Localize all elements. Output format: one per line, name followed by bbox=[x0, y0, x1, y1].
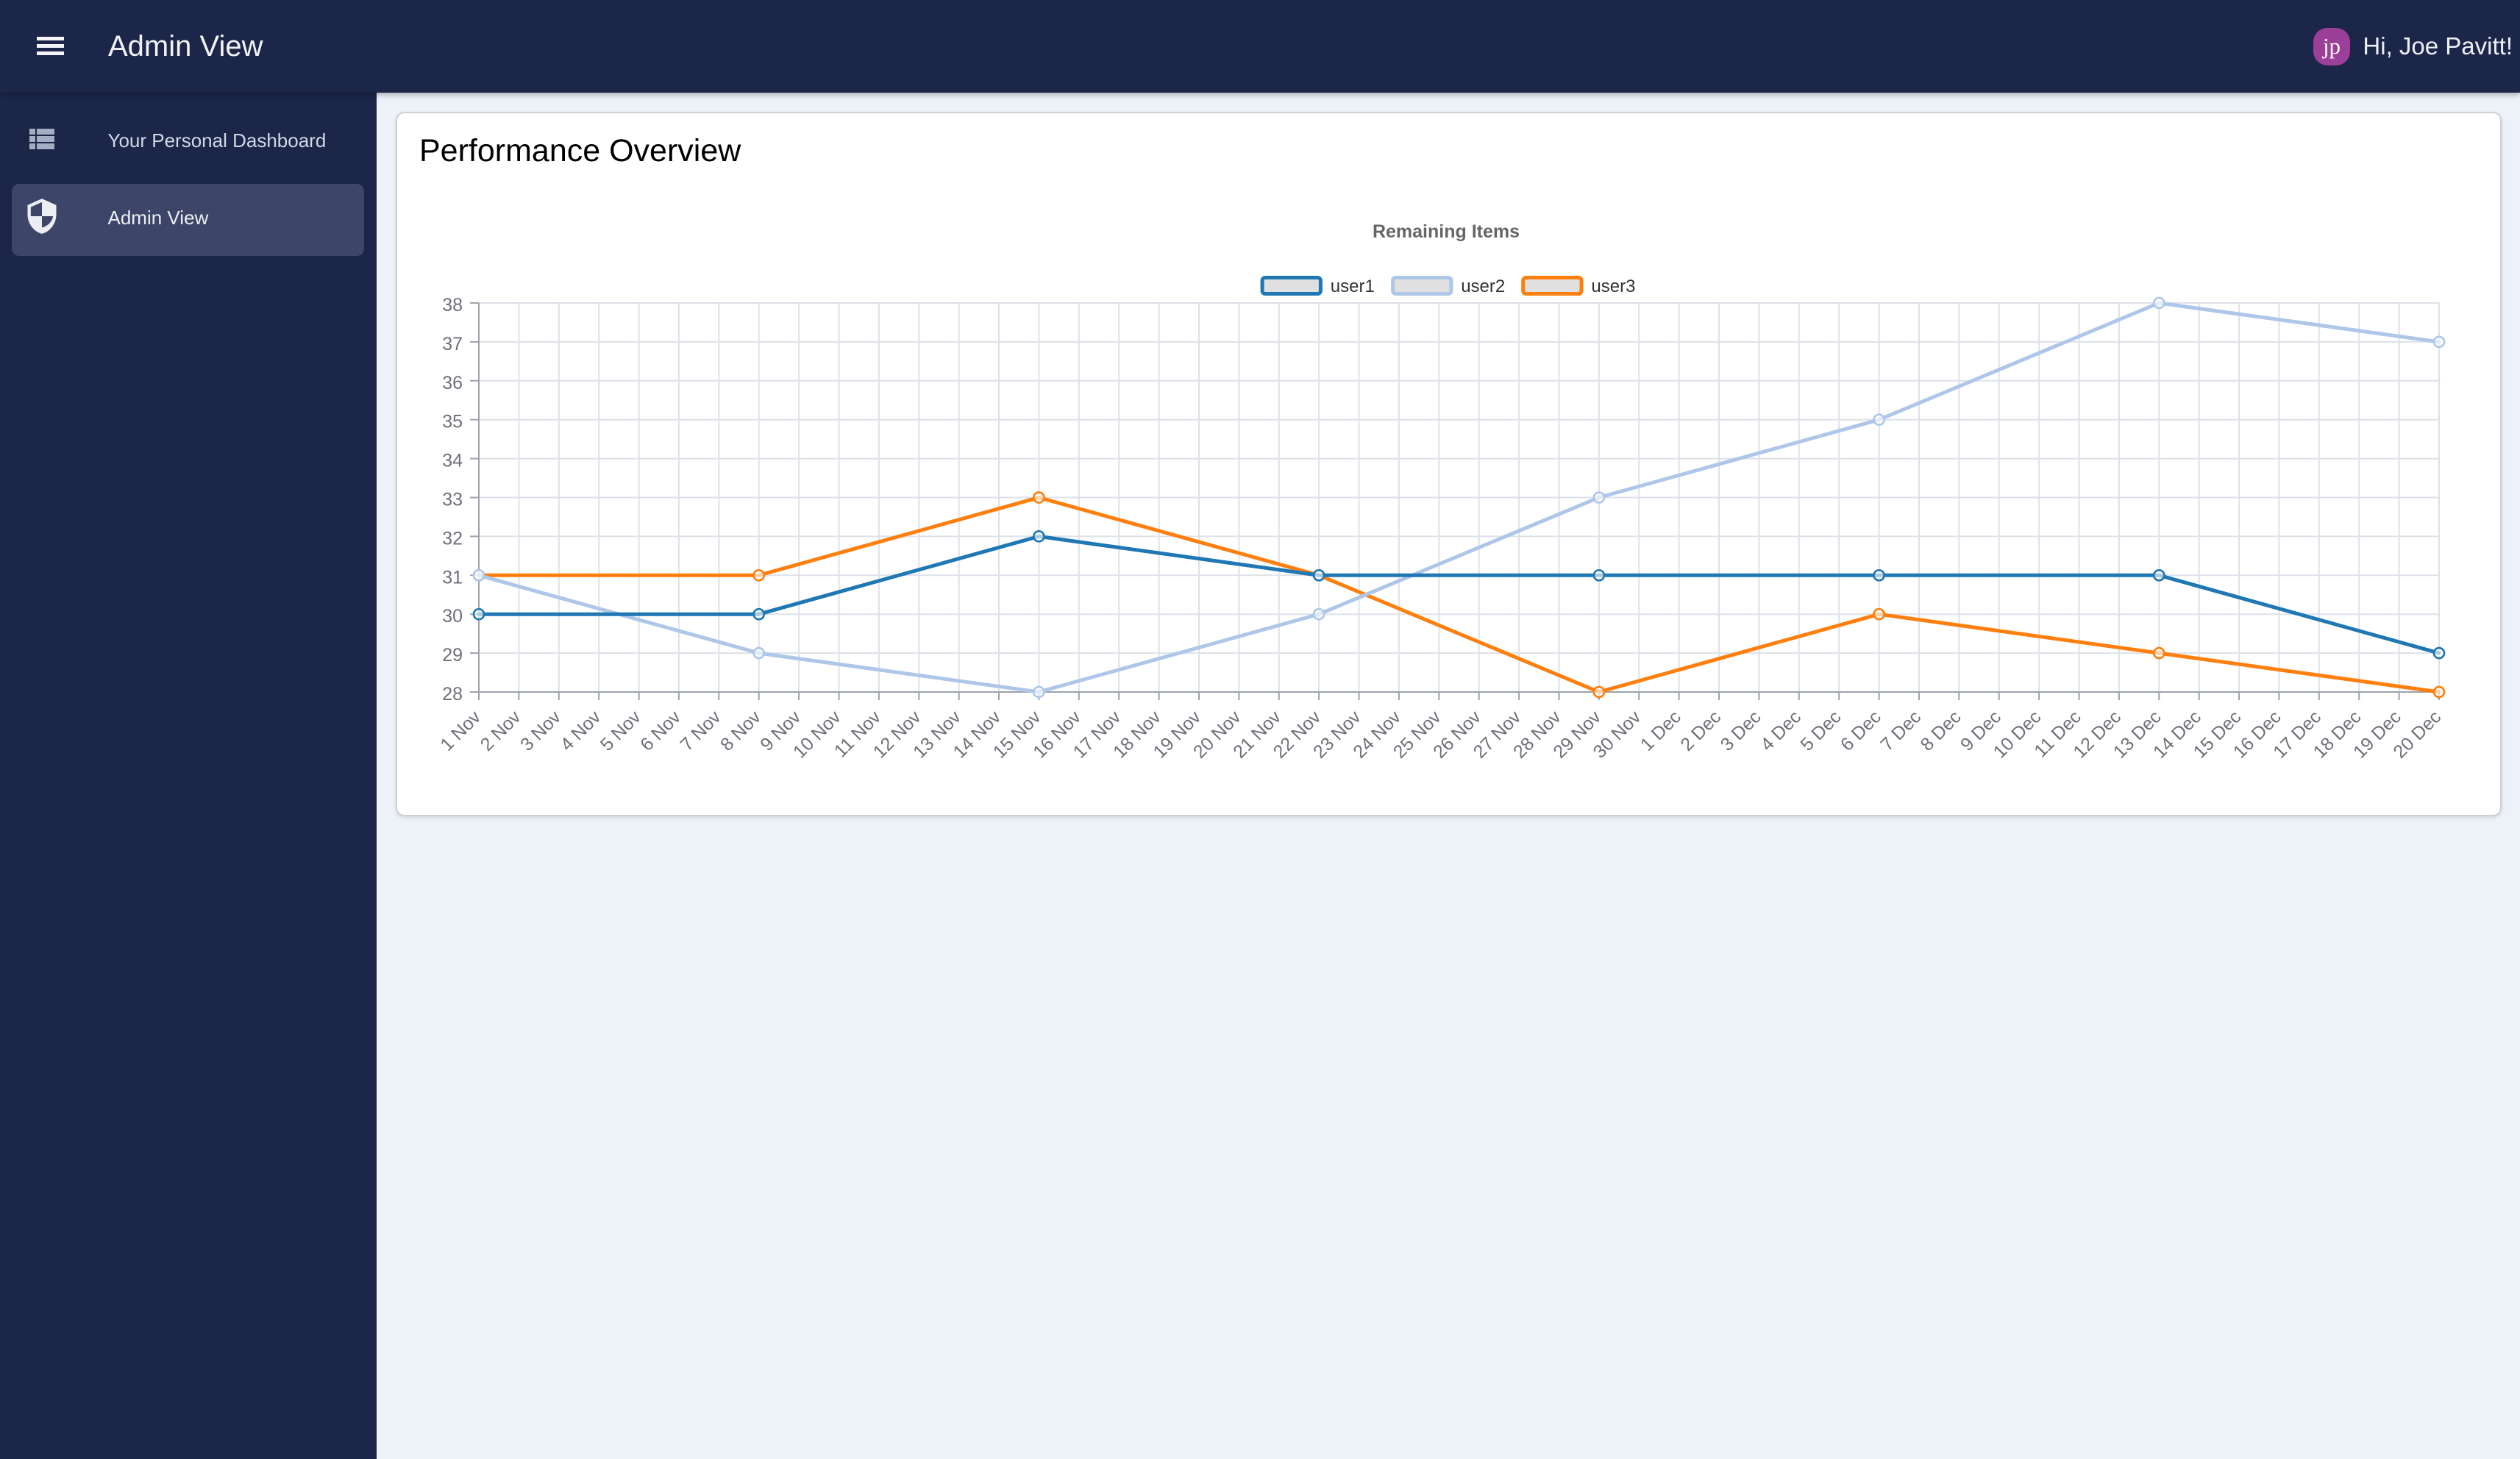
svg-text:35: 35 bbox=[442, 412, 463, 432]
svg-text:36: 36 bbox=[442, 373, 463, 393]
svg-text:28: 28 bbox=[442, 684, 463, 704]
svg-text:6 Nov: 6 Nov bbox=[636, 707, 685, 755]
svg-text:1 Dec: 1 Dec bbox=[1637, 707, 1685, 755]
svg-text:3 Dec: 3 Dec bbox=[1717, 707, 1765, 755]
svg-text:37: 37 bbox=[442, 334, 463, 354]
svg-text:7 Dec: 7 Dec bbox=[1876, 707, 1925, 755]
svg-text:34: 34 bbox=[442, 451, 463, 471]
svg-text:1 Nov: 1 Nov bbox=[436, 707, 485, 755]
svg-text:4 Dec: 4 Dec bbox=[1756, 707, 1805, 755]
svg-text:30: 30 bbox=[442, 606, 463, 627]
svg-text:8 Dec: 8 Dec bbox=[1917, 707, 1965, 755]
svg-text:7 Nov: 7 Nov bbox=[677, 707, 725, 755]
svg-text:5 Dec: 5 Dec bbox=[1796, 707, 1845, 755]
svg-text:Remaining Items: Remaining Items bbox=[1373, 221, 1520, 242]
svg-text:31: 31 bbox=[442, 567, 463, 588]
svg-text:29: 29 bbox=[442, 645, 463, 666]
svg-text:user2: user2 bbox=[1461, 277, 1505, 296]
svg-text:33: 33 bbox=[442, 490, 463, 510]
svg-text:32: 32 bbox=[442, 528, 463, 549]
svg-text:6 Dec: 6 Dec bbox=[1837, 707, 1885, 755]
svg-text:3 Nov: 3 Nov bbox=[516, 707, 565, 755]
svg-text:user3: user3 bbox=[1591, 277, 1635, 296]
svg-text:5 Nov: 5 Nov bbox=[597, 707, 645, 755]
svg-text:user1: user1 bbox=[1331, 277, 1375, 296]
svg-text:2 Dec: 2 Dec bbox=[1676, 707, 1725, 755]
svg-text:4 Nov: 4 Nov bbox=[556, 707, 605, 755]
svg-text:2 Nov: 2 Nov bbox=[477, 707, 525, 755]
svg-text:38: 38 bbox=[442, 295, 463, 315]
svg-text:8 Nov: 8 Nov bbox=[716, 707, 765, 755]
